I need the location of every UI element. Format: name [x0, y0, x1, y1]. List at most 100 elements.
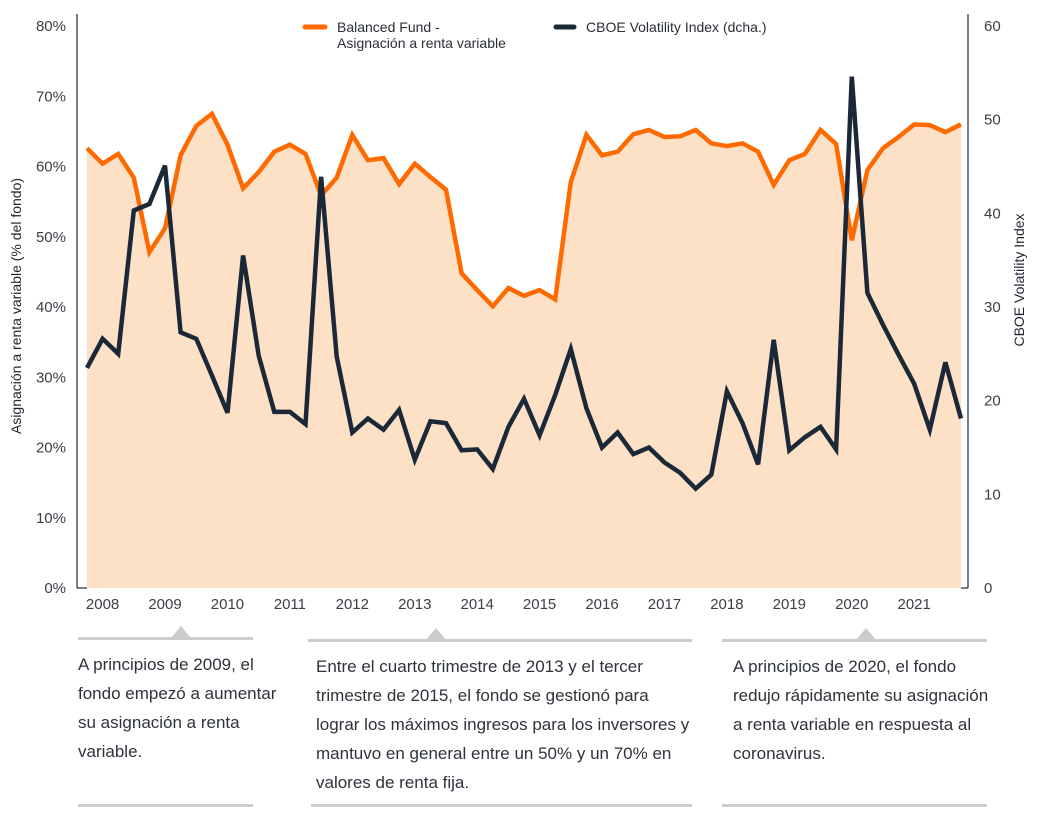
x-tick-label: 2013	[398, 596, 431, 613]
legend: Balanced Fund - Asignación a renta varia…	[302, 19, 767, 51]
x-axis-ticks: 2008 2009 2010 2011 2012 2013 2014 2015 2016 2017…	[86, 596, 931, 613]
x-tick-label: 2014	[460, 596, 493, 613]
balanced-fund-point	[116, 152, 120, 156]
vix-point	[288, 410, 292, 414]
vix-point	[631, 452, 635, 456]
vix-point	[522, 397, 526, 401]
vix-point	[897, 353, 901, 357]
vix-point	[928, 428, 932, 432]
vix-point	[865, 291, 869, 295]
vix-point	[257, 354, 261, 358]
vix-point	[163, 164, 167, 168]
vix-point	[304, 422, 308, 426]
vix-point	[569, 347, 573, 351]
balanced-fund-point	[943, 130, 947, 134]
balanced-fund-point	[257, 170, 261, 174]
vix-point	[397, 408, 401, 412]
vix-point	[850, 75, 854, 79]
left-tick-label: 70%	[36, 88, 66, 105]
callout-bottom-rule-2009	[78, 804, 253, 807]
left-tick-label: 80%	[36, 18, 66, 35]
right-tick-label: 0	[984, 580, 992, 597]
callout-text-2009: A principios de 2009, el fondo empezó a …	[78, 655, 277, 761]
vix-point	[428, 419, 432, 423]
balanced-fund-point	[803, 152, 807, 156]
balanced-fund-point	[460, 271, 464, 275]
axes-layer	[76, 14, 969, 589]
balanced-fund-point	[101, 162, 105, 166]
vix-point	[319, 175, 323, 179]
balanced-fund-point	[397, 182, 401, 186]
vix-point	[132, 209, 136, 213]
balanced-fund-point	[881, 146, 885, 150]
callout-pointer-2020	[856, 628, 876, 640]
x-tick-label: 2020	[835, 596, 868, 613]
callout-bottom-rule-2013	[311, 804, 692, 807]
balanced-fund-point	[444, 188, 448, 192]
balanced-fund-point	[741, 141, 745, 145]
vix-point	[382, 428, 386, 432]
vix-point	[444, 421, 448, 425]
callout-top-rule-2020	[722, 639, 987, 642]
vix-point	[194, 337, 198, 341]
chart: 0% 10% 20% 30% 40% 50% 60% 70% 80% 0 10 20 30 40 50 60…	[8, 14, 1027, 613]
balanced-fund-point	[600, 153, 604, 157]
vix-point	[741, 421, 745, 425]
vix-point	[662, 460, 666, 464]
left-axis-title: Asignación a renta variable (% del fondo…	[8, 178, 24, 434]
vix-point	[584, 406, 588, 410]
balanced-fund-point	[506, 286, 510, 290]
vix-point	[959, 416, 963, 420]
vix-point	[506, 425, 510, 429]
balanced-fund-point	[163, 226, 167, 230]
balanced-fund-point	[491, 304, 495, 308]
legend-item-vix[interactable]: CBOE Volatility Index (dcha.)	[553, 19, 767, 35]
balanced-fund-point	[569, 180, 573, 184]
balanced-fund-point	[350, 133, 354, 137]
legend-label-line1: Balanced Fund -	[337, 19, 440, 35]
vix-point	[834, 447, 838, 451]
legend-label-line2: Asignación a renta variable	[337, 35, 506, 51]
vix-point	[460, 448, 464, 452]
balanced-fund-point	[288, 143, 292, 147]
x-tick-label: 2015	[523, 596, 556, 613]
x-tick-label: 2019	[773, 596, 806, 613]
x-tick-label: 2010	[211, 596, 244, 613]
left-tick-label: 50%	[36, 229, 66, 246]
right-tick-label: 60	[984, 18, 1001, 35]
balanced-fund-point	[865, 168, 869, 172]
balanced-fund-point	[678, 134, 682, 138]
vix-point	[772, 338, 776, 342]
line-layer	[85, 75, 964, 492]
vix-point	[179, 330, 183, 334]
callout-text-2020: A principios de 2020, el fondo redujo rá…	[733, 657, 989, 763]
vix-line	[85, 76, 964, 492]
right-tick-label: 50	[984, 112, 1001, 129]
balanced-fund-point	[616, 150, 620, 154]
right-tick-label: 10	[984, 486, 1001, 503]
balanced-fund-point	[304, 152, 308, 156]
x-tick-label: 2018	[710, 596, 743, 613]
legend-label-vix: CBOE Volatility Index (dcha.)	[586, 19, 767, 35]
vix-point	[538, 433, 542, 437]
x-tick-label: 2009	[148, 596, 181, 613]
balanced-fund-point	[319, 193, 323, 197]
left-tick-label: 0%	[44, 580, 66, 597]
vix-point	[787, 448, 791, 452]
vix-point	[943, 360, 947, 364]
legend-item-balanced-fund[interactable]: Balanced Fund - Asignación a renta varia…	[302, 19, 506, 51]
balanced-fund-point	[553, 297, 557, 301]
balanced-fund-point	[772, 183, 776, 187]
balanced-fund-point	[709, 141, 713, 145]
balanced-fund-point	[382, 156, 386, 160]
balanced-fund-point	[631, 132, 635, 136]
balanced-fund-point	[366, 158, 370, 162]
callout-top-rule-2009	[78, 637, 253, 640]
vix-point	[756, 462, 760, 466]
x-tick-label: 2016	[585, 596, 618, 613]
balanced-fund-point	[834, 142, 838, 146]
balanced-fund-point	[647, 128, 651, 132]
left-tick-label: 20%	[36, 440, 66, 457]
balanced-fund-point	[522, 294, 526, 298]
vix-point	[335, 355, 339, 359]
